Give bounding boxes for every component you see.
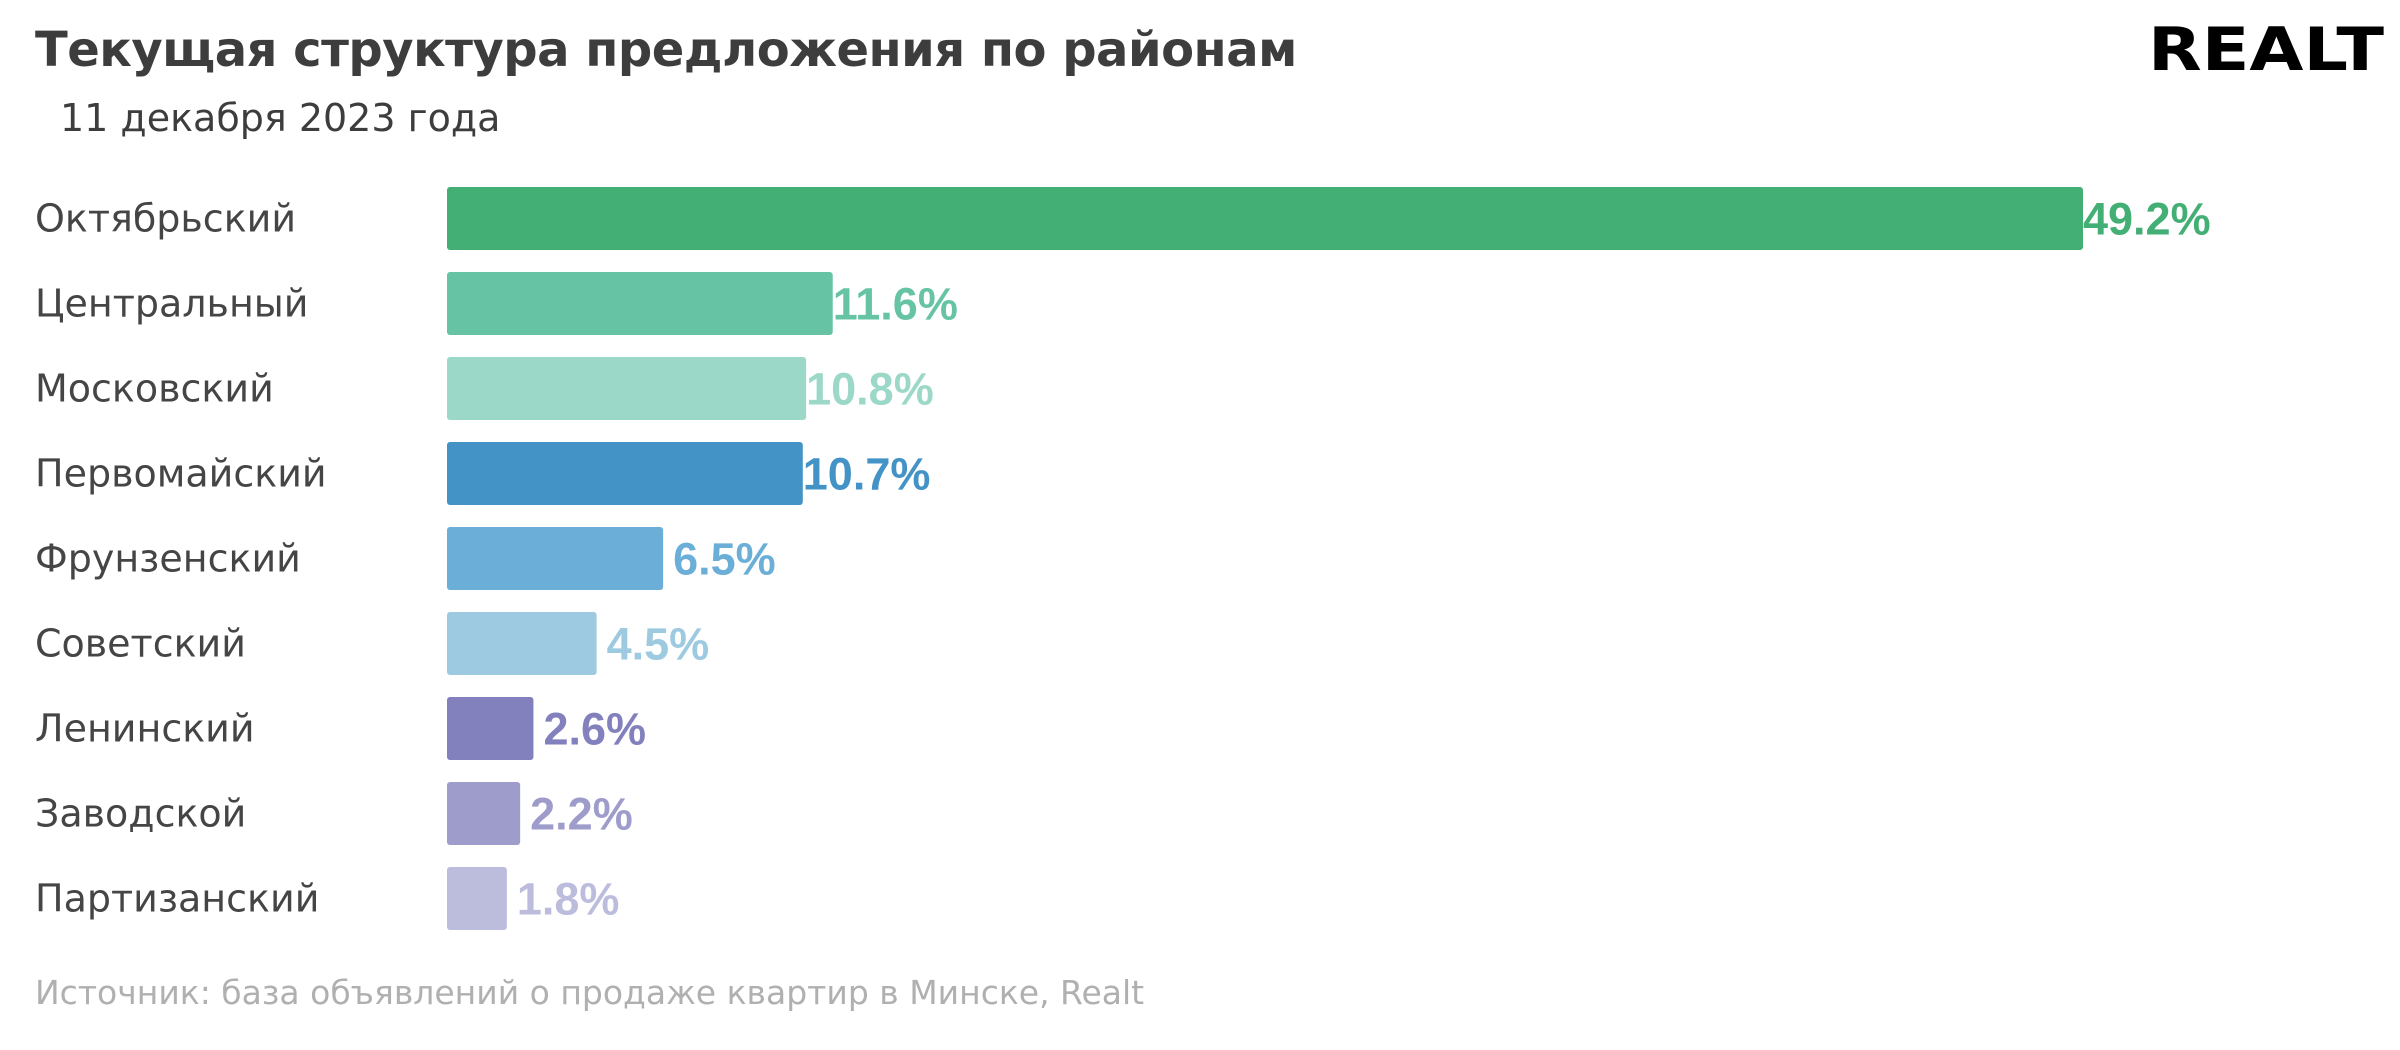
source-note: Источник: база объявлений о продаже квар… [35, 973, 1145, 1012]
bar [447, 272, 833, 335]
realt-logo: REALT [2148, 18, 2384, 78]
value-label: 10.7% [803, 449, 931, 500]
value-label: 4.5% [607, 619, 710, 670]
category-label: Ленинский [35, 707, 255, 751]
category-label: Московский [35, 367, 274, 411]
category-label: Заводской [35, 792, 246, 836]
category-label: Центральный [35, 282, 309, 326]
value-label: 2.2% [530, 789, 633, 840]
bar [447, 527, 664, 590]
category-label: Октябрьский [35, 197, 296, 241]
logo-text: REALT [2148, 18, 2384, 78]
value-label: 1.8% [517, 874, 620, 925]
value-label: 10.8% [806, 364, 934, 415]
bar [447, 442, 803, 505]
category-label: Фрунзенский [35, 537, 301, 581]
bar [447, 697, 534, 760]
value-label: 49.2% [2083, 194, 2211, 245]
bar [447, 612, 597, 675]
bar [447, 782, 521, 845]
value-label: 11.6% [833, 279, 958, 330]
value-label: 6.5% [673, 534, 776, 585]
bar [447, 187, 2083, 250]
category-label: Первомайский [35, 452, 327, 496]
value-label: 2.6% [543, 704, 646, 755]
bar [447, 867, 507, 930]
bar [447, 357, 807, 420]
category-label: Партизанский [35, 877, 319, 921]
chart-title: Текущая структура предложения по районам [35, 22, 1297, 78]
category-label: Советский [35, 622, 246, 666]
chart-subtitle: 11 декабря 2023 года [60, 96, 501, 140]
